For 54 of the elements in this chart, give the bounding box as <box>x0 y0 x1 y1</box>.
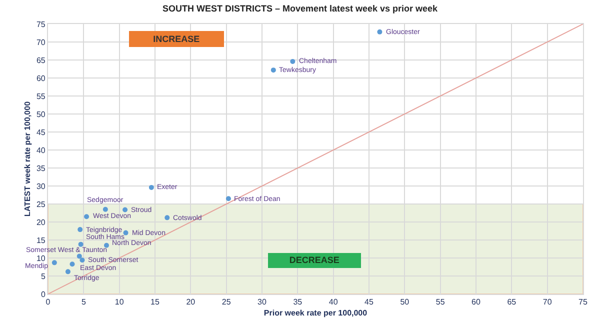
point <box>102 206 108 212</box>
point <box>84 214 90 220</box>
y-tick-label: 50 <box>36 110 46 119</box>
label-box: DECREASE <box>268 252 362 268</box>
y-tick-label: 55 <box>36 92 46 101</box>
point <box>164 215 170 220</box>
point <box>148 184 154 190</box>
y-axis-title: LATEST week rate per 100,000 <box>23 100 32 217</box>
point <box>290 58 296 64</box>
x-tick-label: 30 <box>258 298 267 307</box>
label-box: INCREASE <box>128 31 224 47</box>
x-tick-label: 25 <box>222 298 232 307</box>
y-tick-label: 20 <box>36 218 46 227</box>
y-tick-label: 75 <box>36 20 46 29</box>
point <box>377 29 382 34</box>
y-tick-label: 0 <box>40 290 46 299</box>
x-tick-label: 5 <box>81 298 86 307</box>
x-tick-label: 60 <box>472 298 481 307</box>
x-tick-label: 50 <box>400 298 410 307</box>
x-tick-label: 10 <box>114 298 124 307</box>
x-tick-label: 75 <box>578 298 588 307</box>
x-tick-label: 15 <box>150 298 160 307</box>
point <box>70 262 75 267</box>
point <box>226 196 231 202</box>
chart-title: SOUTH WEST DISTRICTS – Movement latest week vs prior week <box>162 3 439 14</box>
x-tick-label: 65 <box>507 298 517 307</box>
point <box>80 258 85 263</box>
x-tick-label: 45 <box>364 298 374 307</box>
y-tick-label: 35 <box>36 164 46 173</box>
x-tick-label: 70 <box>542 298 552 307</box>
y-tick-label: 70 <box>36 38 46 47</box>
y-tick-label: 10 <box>36 254 46 263</box>
point <box>122 207 128 212</box>
point <box>52 260 57 266</box>
y-tick-label: 15 <box>36 236 46 245</box>
y-tick-label: 60 <box>36 74 46 83</box>
x-axis-title: Prior week rate per 100,000 <box>264 308 368 318</box>
y-tick-label: 65 <box>36 56 46 65</box>
y-tick-label: 25 <box>36 200 46 209</box>
y-tick-label: 5 <box>40 272 46 281</box>
y-tick-label: 45 <box>36 128 46 137</box>
point <box>270 68 276 73</box>
point <box>104 242 109 248</box>
y-tick-label: 40 <box>36 146 46 155</box>
x-tick-label: 35 <box>293 298 303 307</box>
x-tick-label: 20 <box>186 298 196 307</box>
point <box>78 242 84 247</box>
point <box>65 269 70 274</box>
point <box>123 230 128 236</box>
point <box>76 254 82 259</box>
point <box>78 227 83 232</box>
x-tick-label: 55 <box>436 298 446 307</box>
x-tick-label: 40 <box>328 298 338 307</box>
y-tick-label: 30 <box>36 182 46 191</box>
